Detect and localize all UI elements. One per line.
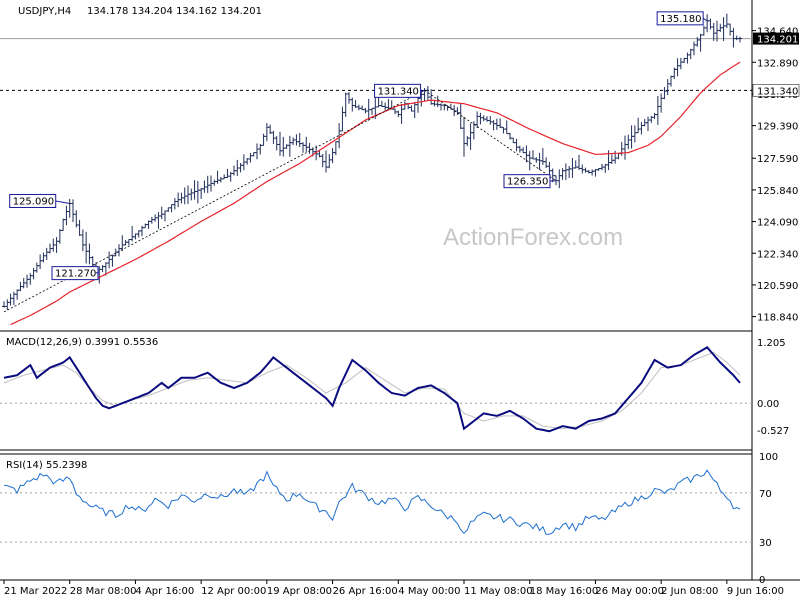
macd-tick-label: -0.527 [757,426,789,437]
price-tick-label: 132.890 [757,58,798,69]
time-tick-label: 19 Apr 08:00 [267,586,332,597]
time-tick-label: 28 Mar 08:00 [70,586,137,597]
price-panel: 134.640132.890131.140129.390127.590125.8… [0,11,800,326]
ohlc-readout: 134.178 134.204 134.162 134.201 [87,6,262,17]
uptrend-line [3,89,425,313]
time-tick-label: 9 Jun 16:00 [727,586,784,597]
time-tick-label: 21 Mar 2022 [4,586,67,597]
resistance-label: 131.340 [757,86,798,97]
last-price-box [753,32,799,45]
time-tick-label: 2 Jun 08:00 [661,586,718,597]
time-tick-label: 11 May 08:00 [464,586,533,597]
price-annotation-label: 121.270 [55,269,96,280]
price-annotation-leader [702,17,708,22]
price-tick-label: 125.840 [757,186,798,197]
price-annotation-leader [55,200,70,204]
rsi-title: RSI(14) 55.2398 [6,460,87,471]
price-annotation: 135.180 [656,11,708,26]
time-tick-label: 4 May 00:00 [398,586,460,597]
ohlc-bar [738,36,742,43]
macd-title: MACD(12,26,9) 0.3991 0.5536 [6,337,158,348]
time-tick-label: 26 May 00:00 [595,586,664,597]
price-tick-label: 134.640 [757,27,798,38]
rsi-tick-label: 30 [759,538,772,549]
price-annotation: 125.090 [9,193,70,208]
price-annotation-label: 126.350 [507,177,548,188]
watermark: ActionForex.com [443,224,623,251]
rsi-tick-label: 0 [759,575,765,586]
time-axis: 21 Mar 2022 28 Mar 08:004 Apr 16:00 12 Apr… [3,580,784,597]
macd-tick-label: 0.00 [757,399,779,410]
symbol-title: USDJPY,H4 [18,6,71,17]
time-tick-label: 12 Apr 00:00 [201,586,266,597]
price-tick-label: 124.090 [757,218,798,229]
macd-tick-label: 1.205 [757,338,786,349]
price-tick-label: 127.590 [757,154,798,165]
price-annotation-label: 131.340 [378,86,419,97]
price-tick-label: 129.390 [757,122,798,133]
rsi-tick-label: 100 [759,452,778,463]
price-annotation-leader [420,89,425,92]
price-annotation-label: 125.090 [13,196,54,207]
price-annotation-leader [549,180,557,182]
rsi-tick-label: 70 [759,489,772,500]
price-tick-label: 118.840 [757,313,798,324]
price-annotation: 126.350 [503,174,557,189]
price-annotation-label: 135.180 [660,14,701,25]
price-annotation-leader [95,272,99,274]
resistance-label-box [752,84,800,97]
time-tick-label: 26 Apr 16:00 [333,586,398,597]
macd-panel: MACD(12,26,9) 0.3991 0.5536 1.205 0.00 -0.5… [0,337,789,437]
last-price-label: 134.201 [757,35,798,46]
price-annotation-box [656,11,704,26]
price-annotation: 131.340 [374,83,425,98]
macd-line [3,346,741,433]
price-tick-label: 122.340 [757,249,798,260]
downtrend-line [424,90,557,182]
rsi-panel: RSI(14) 55.2398 100 70 30 0 [0,452,778,586]
price-annotation: 121.270 [51,266,99,281]
time-tick-label: 4 Apr 16:00 [135,586,194,597]
rsi-line [3,469,741,535]
price-tick-label: 120.590 [757,281,798,292]
moving-average-line [10,61,741,326]
time-tick-label: 18 May 16:00 [530,586,599,597]
